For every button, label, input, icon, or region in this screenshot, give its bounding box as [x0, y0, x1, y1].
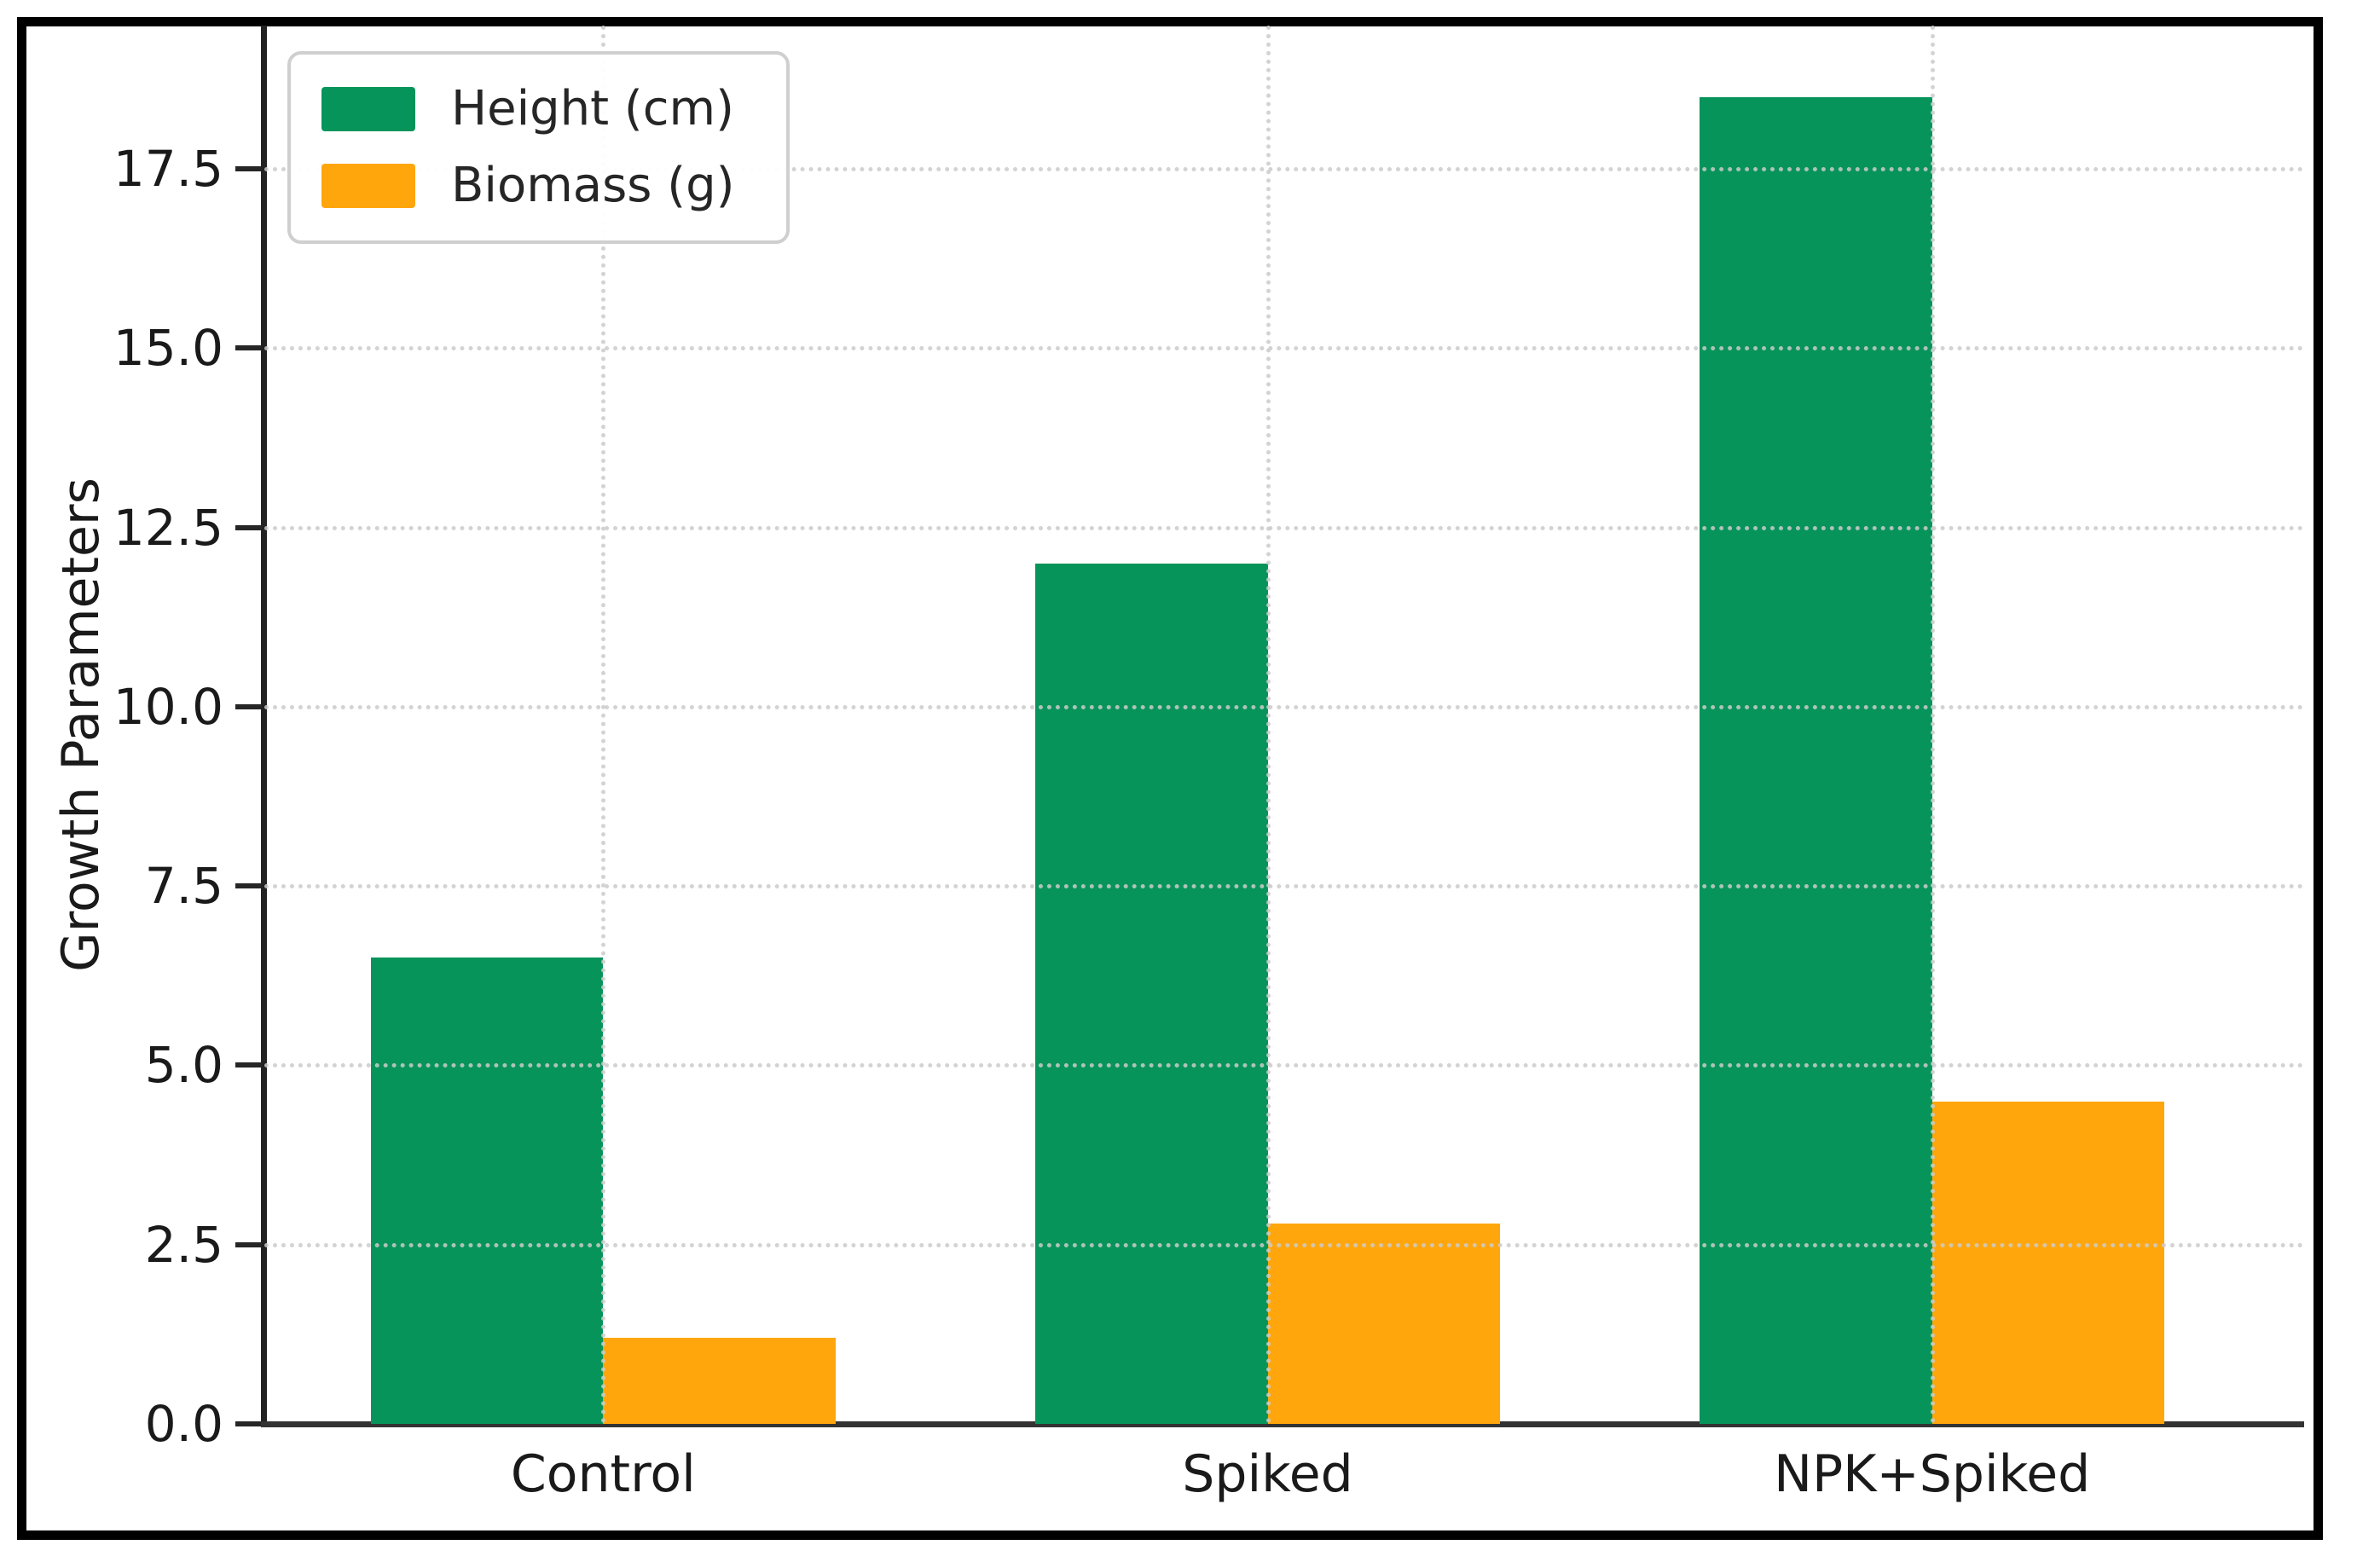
y-tick-label: 0.0: [144, 1395, 223, 1453]
y-gridline: [264, 704, 2304, 709]
x-tick-label: Spiked: [1182, 1444, 1353, 1504]
x-tick-label: Control: [510, 1444, 696, 1504]
y-tick-mark: [235, 345, 261, 351]
y-gridline: [264, 346, 2304, 351]
x-axis-line: [261, 1421, 2304, 1427]
y-tick-label: 7.5: [144, 857, 223, 916]
x-gridline: [601, 26, 606, 1424]
bar-height-npk+spiked: [1699, 97, 1932, 1424]
y-tick-mark: [235, 1241, 261, 1247]
y-tick-label: 12.5: [113, 498, 223, 557]
x-gridline: [1265, 26, 1271, 1424]
y-tick-mark: [235, 524, 261, 530]
y-gridline: [264, 1242, 2304, 1247]
bar-biomass-control: [603, 1338, 837, 1424]
height-series-swatch: [321, 87, 415, 131]
bar-height-control: [370, 958, 604, 1424]
y-gridline: [264, 884, 2304, 889]
y-gridline: [264, 525, 2304, 530]
y-tick-label: 5.0: [144, 1036, 223, 1095]
x-gridline: [1930, 26, 1935, 1424]
legend-label: Biomass (g): [451, 158, 735, 213]
x-tick-label: NPK+Spiked: [1774, 1444, 2091, 1504]
y-axis-title: Growth Parameters: [51, 477, 111, 972]
bar-biomass-spiked: [1267, 1223, 1501, 1424]
y-tick-label: 2.5: [144, 1215, 223, 1274]
y-tick-mark: [235, 1062, 261, 1068]
legend-item-biomass: Biomass (g): [321, 160, 735, 211]
y-tick-label: 17.5: [113, 140, 223, 199]
bar-height-spiked: [1034, 563, 1268, 1424]
y-tick-mark: [235, 703, 261, 709]
y-gridline: [264, 1063, 2304, 1068]
legend: Height (cm) Biomass (g): [287, 51, 790, 244]
y-tick-label: 15.0: [113, 319, 223, 378]
y-axis-line: [261, 26, 267, 1424]
y-tick-mark: [235, 1421, 261, 1426]
legend-label: Height (cm): [451, 81, 734, 136]
y-tick-mark: [235, 883, 261, 889]
y-tick-label: 10.0: [113, 677, 223, 736]
biomass-series-swatch: [321, 164, 415, 208]
y-gridline: [264, 167, 2304, 172]
bar-biomass-npk+spiked: [1931, 1101, 2165, 1424]
legend-item-height: Height (cm): [321, 84, 735, 135]
y-tick-mark: [235, 166, 261, 172]
